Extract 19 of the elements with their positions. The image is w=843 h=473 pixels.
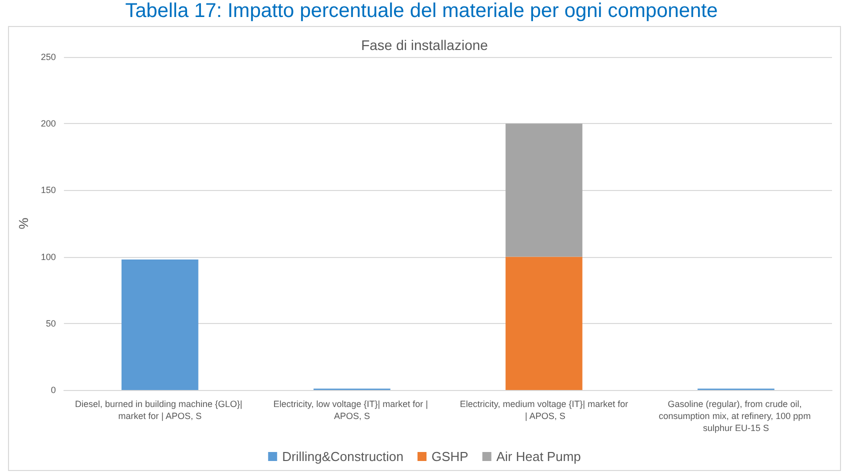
bar bbox=[506, 124, 582, 257]
bar bbox=[122, 259, 198, 390]
y-tick-label: 150 bbox=[40, 185, 56, 196]
x-tick-label: Diesel, burned in building machine {GLO}| market for | APOS, S bbox=[74, 399, 245, 421]
y-tick-label: 200 bbox=[40, 118, 56, 129]
y-axis-title: % bbox=[16, 217, 31, 230]
y-tick-label: 250 bbox=[40, 52, 56, 62]
y-tick-label: 50 bbox=[46, 318, 56, 328]
y-tick-label: 0 bbox=[50, 385, 56, 395]
x-tick-label: Electricity, low voltage {IT}| market for | APOS, S bbox=[273, 399, 430, 421]
legend-label: Drilling&Construction bbox=[282, 449, 404, 464]
x-tick-label: Gasoline (regular), from crude oil, consumption mix, at refinery, 100 ppm sulphur EU-15 S bbox=[658, 399, 814, 433]
y-tick-label: 100 bbox=[40, 252, 56, 262]
bar bbox=[506, 256, 582, 390]
legend-label: Air Heat Pump bbox=[496, 449, 581, 464]
x-tick-label: Electricity, medium voltage {IT}| market for | APOS, S bbox=[460, 399, 628, 421]
chart-title: Tabella 17: Impatto percentuale del materiale per ogni componente bbox=[124, 0, 719, 24]
legend-label: GSHP bbox=[432, 449, 468, 464]
chart-subtitle: Fase di installazione bbox=[361, 37, 488, 53]
